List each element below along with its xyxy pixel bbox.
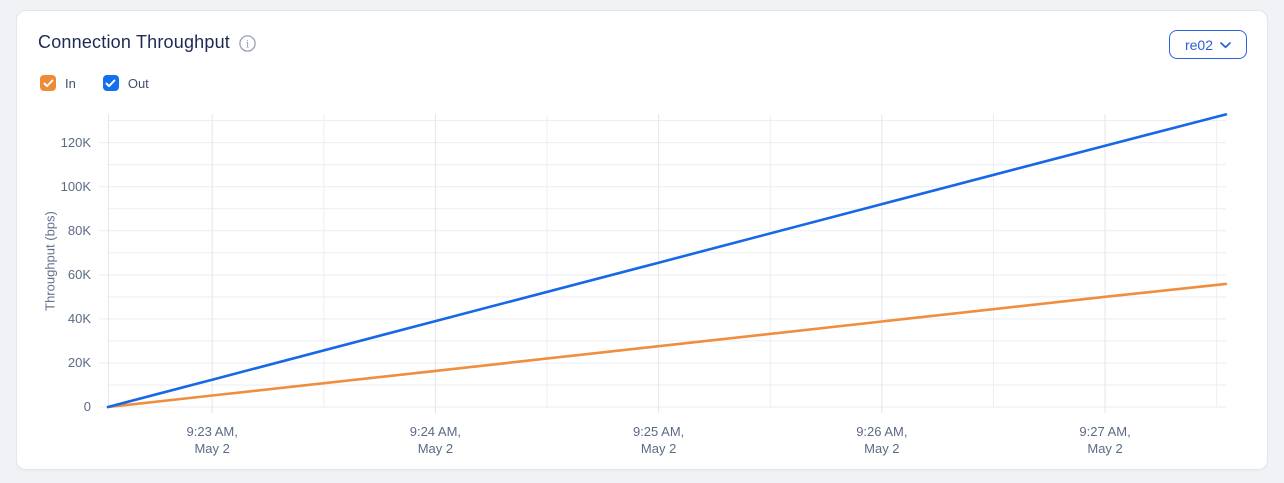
y-tick-label: 20K xyxy=(67,354,91,370)
x-tick-time: 9:24 AM, xyxy=(409,424,462,439)
svg-text:i: i xyxy=(246,38,250,50)
x-tick-label: 9:24 AM, May 2 xyxy=(410,423,461,457)
series-line-in xyxy=(106,282,1228,409)
series-legend-toggles: In Out xyxy=(40,75,149,91)
series-line-out xyxy=(106,113,1228,409)
x-tick-date: May 2 xyxy=(194,441,230,456)
x-tick-label: 9:27 AM, May 2 xyxy=(1079,423,1130,457)
y-tick-label: 100K xyxy=(60,178,91,194)
x-tick-time: 9:25 AM, xyxy=(632,424,685,439)
checkbox-in-checked[interactable] xyxy=(40,75,56,91)
scope-select-value: re02 xyxy=(1184,36,1214,53)
toggle-label-in: In xyxy=(65,75,76,91)
scope-select-dropdown[interactable]: re02 xyxy=(1169,30,1247,59)
card-header: Connection Throughput i xyxy=(38,32,256,53)
x-tick-time: 9:27 AM, xyxy=(1079,424,1131,439)
y-tick-label: 0 xyxy=(83,399,91,414)
x-tick-date: May 2 xyxy=(640,441,677,456)
connection-throughput-card: Connection Throughput i re02 In xyxy=(16,10,1268,470)
x-tick-time: 9:23 AM, xyxy=(186,424,238,439)
y-tick-label: 40K xyxy=(67,310,91,326)
toggle-series-in[interactable]: In xyxy=(40,75,76,91)
y-tick-label: 80K xyxy=(67,222,91,238)
x-tick-label: 9:26 AM, May 2 xyxy=(856,423,907,457)
checkbox-out-checked[interactable] xyxy=(102,75,119,91)
y-tick-label: 60K xyxy=(67,266,91,282)
x-tick-time: 9:26 AM, xyxy=(856,424,908,439)
x-tick-label: 9:23 AM, May 2 xyxy=(187,423,238,457)
toggle-label-out: Out xyxy=(127,75,149,91)
x-tick-date: May 2 xyxy=(864,441,900,456)
info-icon[interactable]: i xyxy=(239,35,256,52)
y-axis-labels: 0 20K 40K 60K 80K 100K 120K xyxy=(37,11,91,471)
throughput-line-chart[interactable] xyxy=(99,113,1228,413)
chevron-down-icon xyxy=(1220,41,1231,49)
x-tick-date: May 2 xyxy=(1087,441,1123,456)
x-tick-label: 9:25 AM, May 2 xyxy=(633,423,684,457)
toggle-series-out[interactable]: Out xyxy=(102,75,149,91)
y-tick-label: 120K xyxy=(60,134,91,150)
page-title: Connection Throughput xyxy=(38,32,231,52)
x-tick-date: May 2 xyxy=(417,441,454,456)
